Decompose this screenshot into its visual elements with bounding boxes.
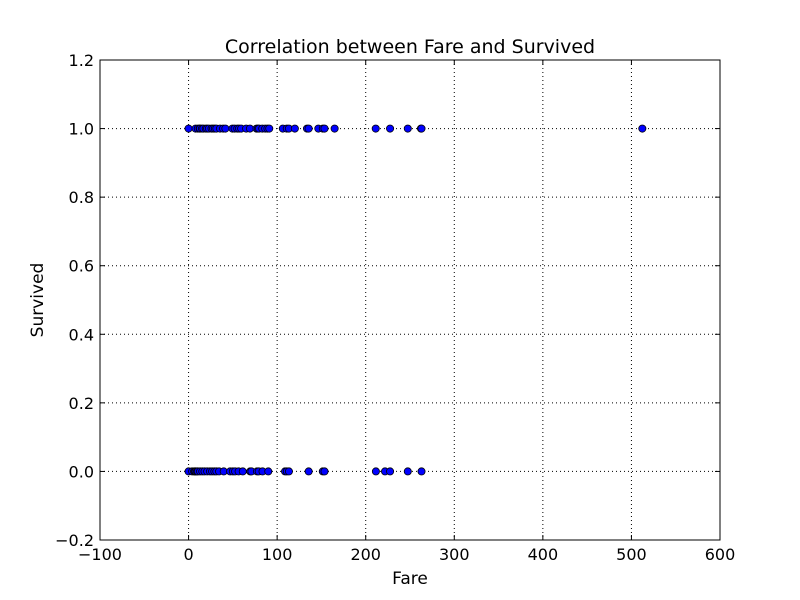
chart-title: Correlation between Fare and Survived xyxy=(225,36,595,58)
y-tick-label: 0.6 xyxy=(69,257,94,276)
scatter-point xyxy=(304,467,313,476)
scatter-point xyxy=(386,467,395,476)
y-tick-label: 0.4 xyxy=(69,325,94,344)
plot-frame xyxy=(99,59,721,541)
scatter-point xyxy=(264,467,273,476)
scatter-point xyxy=(386,124,395,133)
y-tick-label: 0.0 xyxy=(69,462,94,481)
x-tick-labels: −100 0 100 200 300 400 500 600 xyxy=(78,545,735,564)
scatter-point xyxy=(320,124,329,133)
scatter-point xyxy=(265,124,274,133)
data-points xyxy=(184,124,647,476)
scatter-point xyxy=(245,124,254,133)
scatter-point xyxy=(417,467,426,476)
x-tick-label: 400 xyxy=(528,545,559,564)
x-tick-label: 500 xyxy=(616,545,647,564)
scatter-point xyxy=(184,124,193,133)
grid-lines xyxy=(99,59,721,541)
x-axis-label: Fare xyxy=(392,569,428,589)
scatter-point xyxy=(221,124,230,133)
scatter-point xyxy=(403,467,412,476)
x-tick-label: −100 xyxy=(78,545,122,564)
x-tick-label: 100 xyxy=(262,545,293,564)
scatter-point xyxy=(403,124,412,133)
x-tick-label: 300 xyxy=(439,545,470,564)
x-tick-label: 600 xyxy=(705,545,736,564)
scatter-point xyxy=(417,124,426,133)
scatter-point xyxy=(371,124,380,133)
scatter-point xyxy=(320,467,329,476)
scatter-point xyxy=(238,467,247,476)
x-tick-label: 200 xyxy=(350,545,381,564)
x-tick-label: 0 xyxy=(183,545,193,564)
scatter-point xyxy=(371,467,380,476)
y-tick-label: 0.8 xyxy=(69,188,94,207)
y-axis-label: Survived xyxy=(28,263,48,338)
scatter-point xyxy=(638,124,647,133)
scatter-point xyxy=(290,124,299,133)
scatter-point xyxy=(284,467,293,476)
y-tick-label: 0.2 xyxy=(69,394,94,413)
y-tick-label: −0.2 xyxy=(55,531,94,550)
scatter-point xyxy=(304,124,313,133)
y-tick-label: 1.0 xyxy=(69,120,94,139)
y-tick-label: 1.2 xyxy=(69,51,94,70)
y-tick-labels: −0.2 0.0 0.2 0.4 0.6 0.8 1.0 1.2 xyxy=(55,51,94,550)
scatter-point xyxy=(330,124,339,133)
